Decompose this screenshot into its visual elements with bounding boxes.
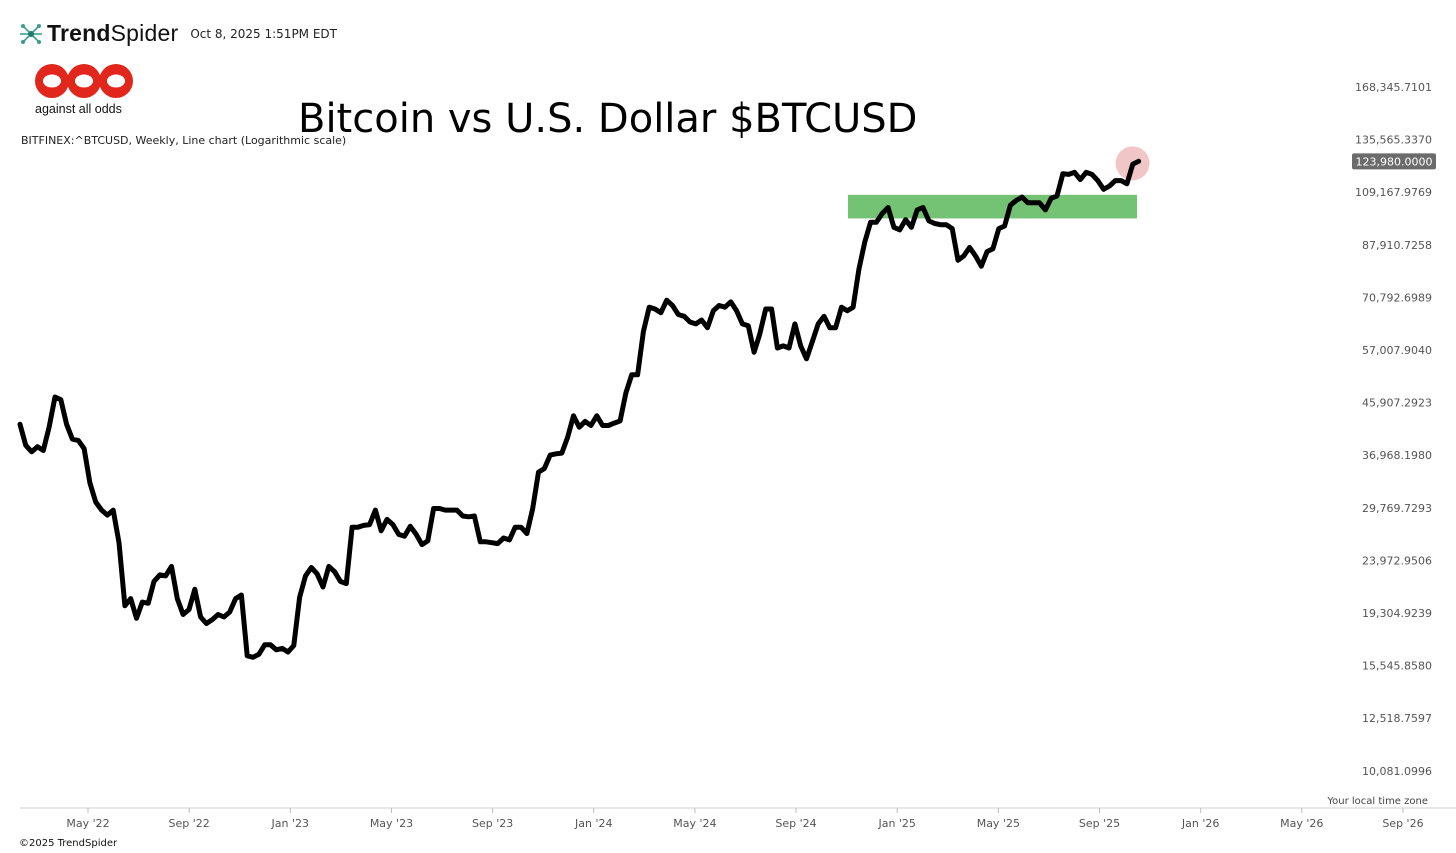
x-tick-label: May '26 [1280, 817, 1323, 830]
copyright: ©2025 TrendSpider [19, 838, 118, 849]
logo-tagline: against all odds [35, 102, 122, 116]
chart-timestamp: Oct 8, 2025 1:51PM EDT [190, 26, 337, 41]
y-tick-label: 87,910.7258 [1362, 239, 1432, 252]
y-tick-label: 45,907.2923 [1362, 397, 1432, 410]
x-tick-label: Sep '22 [169, 817, 210, 830]
y-tick-label: 29,769.7293 [1362, 502, 1432, 515]
brand-header: TrendSpider Oct 8, 2025 1:51PM EDT [18, 20, 337, 47]
x-tick-label: May '22 [66, 817, 109, 830]
against-all-odds-logo [35, 64, 133, 98]
x-tick-label: Jan '26 [1181, 817, 1219, 830]
resistance-zone [848, 194, 1137, 219]
y-tick-label: 23,972.9506 [1362, 554, 1432, 567]
y-tick-label: 57,007.9040 [1362, 344, 1432, 357]
last-price-badge [1352, 153, 1436, 170]
y-tick-label: 168,345.7101 [1355, 81, 1432, 94]
brand-name: TrendSpider [47, 20, 179, 46]
y-tick-label: 10,081.0996 [1362, 765, 1432, 778]
x-tick-label: Jan '24 [574, 817, 612, 830]
chart-title: Bitcoin vs U.S. Dollar $BTCUSD [298, 96, 918, 142]
y-tick-label: 70,792.6989 [1362, 291, 1432, 304]
y-tick-label: 109,167.9769 [1355, 186, 1432, 199]
y-tick-label: 12,518.7597 [1362, 712, 1432, 725]
x-tick-label: Sep '23 [472, 817, 513, 830]
y-tick-label: 15,545.8580 [1362, 660, 1432, 673]
x-tick-label: May '25 [977, 817, 1020, 830]
y-tick-label: 36,968.1980 [1362, 449, 1432, 462]
x-tick-label: Jan '23 [271, 817, 309, 830]
x-tick-label: Jan '25 [877, 817, 915, 830]
y-tick-label: 135,565.3370 [1355, 134, 1432, 147]
x-tick-label: Sep '26 [1382, 817, 1423, 830]
x-tick-label: May '24 [673, 817, 716, 830]
x-tick-label: Sep '25 [1079, 817, 1120, 830]
x-tick-label: Sep '24 [775, 817, 816, 830]
trendspider-logo-icon [20, 23, 42, 44]
y-tick-label: 19,304.9239 [1362, 607, 1432, 620]
price-series-line [17, 158, 1142, 660]
symbol-description: BITFINEX:^BTCUSD, Weekly, Line chart (Lo… [21, 134, 347, 147]
x-tick-label: May '23 [370, 817, 413, 830]
timezone-label: Your local time zone [1327, 796, 1428, 807]
last-price-label: 123,980.0000 [1356, 155, 1433, 168]
